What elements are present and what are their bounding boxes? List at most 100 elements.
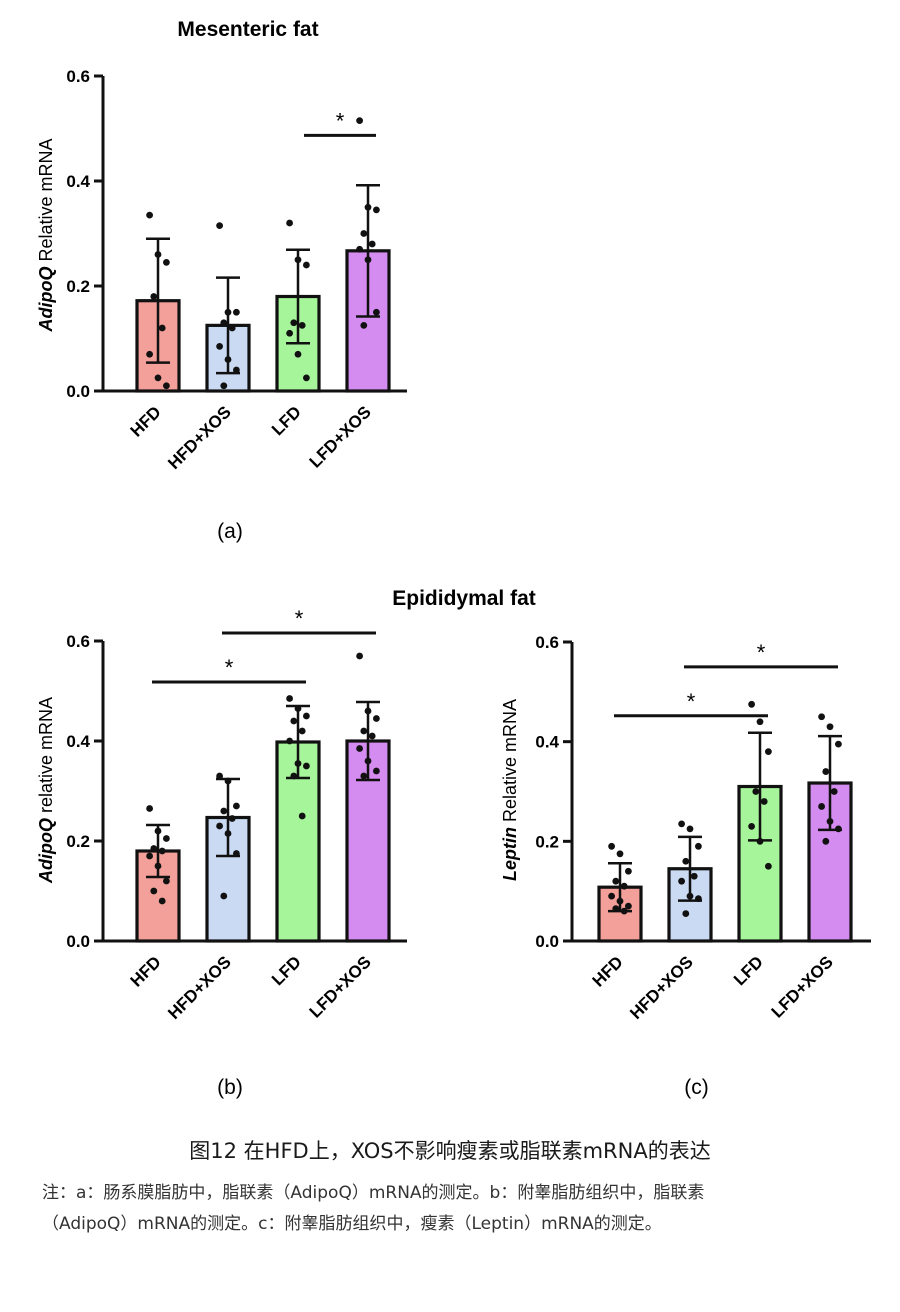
data-point [224,308,232,316]
data-point [220,892,228,900]
data-point [220,382,228,390]
data-point [835,740,842,748]
x-tick-label: LFD+XOS [768,952,837,1021]
panel-label: (c) [684,1076,709,1099]
caption-note-line-1: 注：a：肠系膜脂肪中，脂联素（AdipoQ）mRNA的测定。b：附睾脂肪组织中，… [42,1183,705,1203]
data-point [233,308,240,316]
data-point [356,745,363,752]
data-point [616,897,624,905]
y-axis-label: Leptin Relative mRNA [500,699,520,881]
x-tick-label: LFD+XOS [306,952,375,1021]
data-point [216,772,224,780]
data-point [146,852,154,860]
y-tick-label: 0.6 [66,632,90,651]
data-point [154,251,162,258]
data-point [298,321,306,329]
y-tick-label: 0.2 [535,832,559,851]
caption-note-line-2: （AdipoQ）mRNA的测定。c：附睾脂肪组织中，瘦素（Leptin）mRNA… [42,1214,662,1234]
data-point [765,748,772,756]
significance-star: * [687,689,696,714]
data-point [364,707,372,715]
data-point [154,862,162,870]
data-point [826,723,834,731]
x-tick-label: LFD [268,952,305,989]
data-point [228,815,236,822]
data-point [220,807,228,815]
data-point [686,825,694,833]
data-point [690,872,698,880]
data-point [154,827,162,835]
chart-a-mesenteric: 0.0 0.2 0.4 0.6 AdipoQ Relative mRNA HFD HFD+X… [36,67,407,543]
data-point [765,862,772,870]
data-point [612,905,620,913]
data-point [818,713,825,721]
chart-b-epididymal-adipoq: 0.0 0.2 0.4 0.6 AdipoQ relative mRNA HFD HFD+X… [36,606,407,1099]
y-axis-label-gene: AdipoQ [36,818,56,884]
x-tick-label: HFD+XOS [164,402,235,473]
y-tick-label: 0.4 [66,732,90,751]
data-point [290,319,298,327]
data-point [620,907,628,915]
y-axis-label: AdipoQ relative mRNA [36,697,56,884]
data-point [298,727,306,735]
data-point [748,700,755,708]
data-point [294,350,302,358]
data-point [224,830,232,837]
data-point [220,319,228,327]
data-point [303,762,310,770]
data-point [303,261,310,269]
data-point [360,321,368,329]
data-point [356,245,363,253]
heading-epididymal-fat: Epididymal fat [392,587,536,610]
data-point [294,705,302,712]
data-point [163,382,170,390]
data-point [364,256,372,264]
data-point [616,850,624,858]
x-tick-label: HFD [127,952,165,990]
data-point [158,847,166,855]
data-point [233,850,240,857]
x-tick-label: HFD [127,402,165,440]
data-point [290,717,298,725]
data-point [146,211,154,219]
data-point [356,652,363,660]
data-point [356,117,363,125]
data-point [625,902,632,910]
data-point [695,895,702,903]
bar-lfd [737,784,783,943]
data-point [695,842,702,850]
data-point [373,767,380,775]
figure-canvas: Mesenteric fat Epididymal fat 0.0 0.2 0.4 0… [36,18,871,1099]
data-point [233,802,240,810]
y-axis-label-text: Relative mRNA [36,138,56,266]
data-point [835,825,842,833]
figure-caption-note: 注：a：肠系膜脂肪中，脂联素（AdipoQ）mRNA的测定。b：附睾脂肪组织中，… [42,1178,872,1240]
data-point [216,222,224,230]
data-point [163,258,170,266]
data-point [686,892,694,900]
data-point [158,324,166,332]
data-point [625,867,632,875]
data-point [368,240,376,248]
data-point [298,812,306,820]
data-point [286,737,293,745]
data-point [364,757,372,765]
data-point [286,219,293,227]
y-axis-label: AdipoQ Relative mRNA [36,138,56,332]
data-point [158,897,166,905]
y-axis-label-text: Relative mRNA [500,699,520,827]
data-point [364,203,372,211]
data-point [682,857,690,865]
data-point [822,837,830,845]
y-tick-label: 0.0 [535,932,559,951]
data-point [620,882,628,890]
heading-mesenteric-fat: Mesenteric fat [177,18,318,41]
y-tick-label: 0.6 [66,67,90,86]
data-point [146,805,154,812]
data-point [216,822,224,830]
data-point [360,230,368,237]
data-point [678,877,685,885]
y-axis-label-gene: AdipoQ [36,267,56,333]
x-tick-label: HFD+XOS [626,952,697,1023]
data-point [678,820,685,828]
